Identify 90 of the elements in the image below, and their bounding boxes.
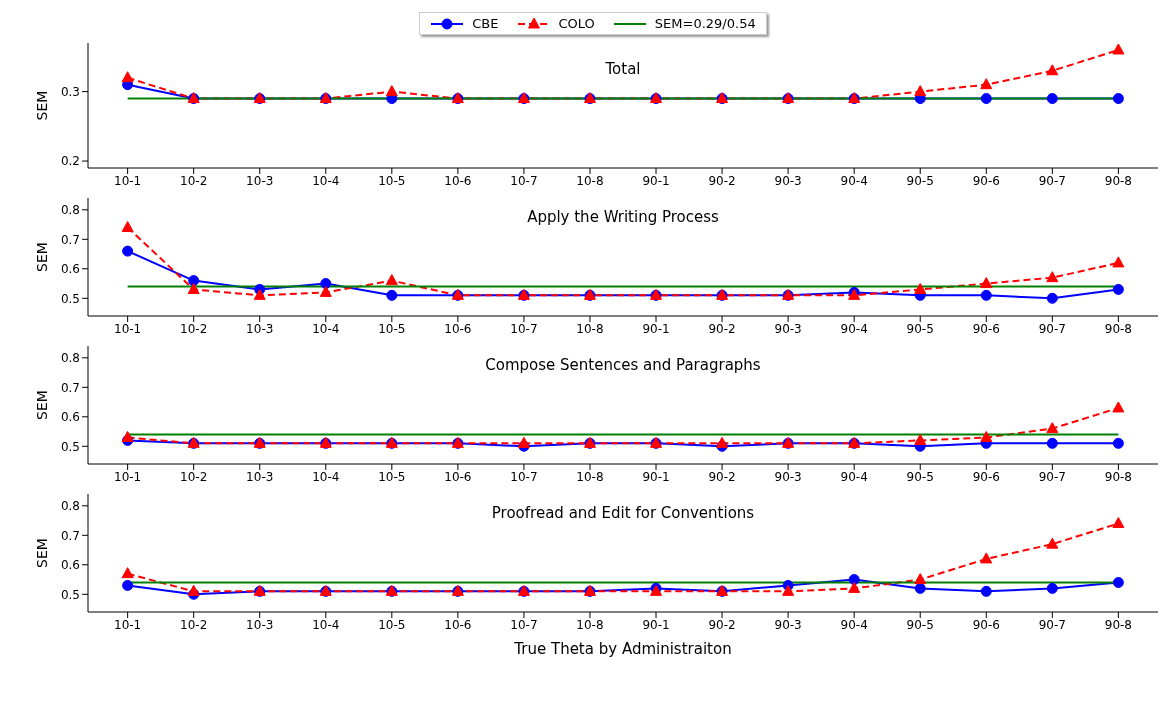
x-tick-label: 10-2 <box>180 469 208 484</box>
x-tick-label: 90-8 <box>1104 321 1132 336</box>
legend-label: COLO <box>558 16 595 31</box>
x-tick-label: 10-5 <box>378 469 406 484</box>
x-tick-label: 10-2 <box>180 173 208 188</box>
x-tick-label: 90-4 <box>840 617 868 632</box>
x-tick-label: 90-1 <box>642 321 670 336</box>
y-tick-label: 0.7 <box>60 380 80 395</box>
x-tick-label: 90-8 <box>1104 469 1132 484</box>
x-tick-label: 90-3 <box>774 617 802 632</box>
y-tick-label: 0.8 <box>60 499 80 514</box>
x-tick-label: 90-3 <box>774 321 802 336</box>
x-tick-label: 10-5 <box>378 173 406 188</box>
x-tick-label: 10-8 <box>576 469 604 484</box>
x-tick-label: 10-1 <box>114 321 142 336</box>
x-tick-label: 10-1 <box>114 469 142 484</box>
y-tick-label: 0.2 <box>60 154 80 169</box>
x-tick-label: 90-5 <box>906 321 934 336</box>
x-tick-label: 90-6 <box>972 173 1000 188</box>
x-tick-label: 10-3 <box>246 173 274 188</box>
y-tick-label: 0.6 <box>60 262 80 277</box>
x-tick-label: 10-7 <box>510 321 538 336</box>
x-tick-label: 10-8 <box>576 321 604 336</box>
x-tick-label: 10-3 <box>246 469 274 484</box>
x-tick-label: 90-5 <box>906 173 934 188</box>
x-tick-label: 10-5 <box>378 617 406 632</box>
x-tick-label: 10-5 <box>378 321 406 336</box>
x-tick-label: 10-8 <box>576 617 604 632</box>
x-tick-label: 90-2 <box>708 173 736 188</box>
x-tick-label: 90-7 <box>1038 617 1066 632</box>
x-tick-label: 10-1 <box>114 173 142 188</box>
x-tick-label: 10-6 <box>444 617 472 632</box>
x-tick-label: 90-4 <box>840 321 868 336</box>
x-tick-label: 10-8 <box>576 173 604 188</box>
y-tick-label: 0.5 <box>60 439 80 454</box>
x-axis-title: True Theta by Administraiton <box>513 640 732 658</box>
x-tick-label: 90-2 <box>708 321 736 336</box>
x-tick-label: 10-4 <box>312 321 340 336</box>
x-tick-label: 90-1 <box>642 469 670 484</box>
x-tick-label: 90-7 <box>1038 469 1066 484</box>
x-tick-label: 10-7 <box>510 173 538 188</box>
x-tick-label: 90-7 <box>1038 321 1066 336</box>
text: Proofread and Edit for Conventions <box>490 504 756 522</box>
x-tick-label: 90-4 <box>840 173 868 188</box>
x-tick-label: 10-3 <box>246 617 274 632</box>
x-tick-label: 10-7 <box>510 617 538 632</box>
x-tick-label: 90-1 <box>642 173 670 188</box>
x-tick-label: 10-3 <box>246 321 274 336</box>
y-axis-title: SEM <box>33 90 50 121</box>
y-tick-label: 0.6 <box>60 558 80 573</box>
y-tick-label: 0.8 <box>60 203 80 218</box>
text: Compose Sentences and Paragraphs <box>484 356 762 374</box>
x-tick-label: 10-2 <box>180 321 208 336</box>
x-tick-label: 10-4 <box>312 617 340 632</box>
x-tick-label: 10-4 <box>312 173 340 188</box>
x-tick-label: 10-6 <box>444 321 472 336</box>
x-tick-label: 90-2 <box>708 469 736 484</box>
x-tick-label: 90-6 <box>972 617 1000 632</box>
x-tick-label: 10-2 <box>180 617 208 632</box>
x-tick-label: 90-3 <box>774 469 802 484</box>
x-tick-label: 90-5 <box>906 469 934 484</box>
y-axis-title: SEM <box>33 242 50 272</box>
legend-label: SEM=0.29/0.54 <box>654 16 756 31</box>
x-tick-label: 90-6 <box>972 469 1000 484</box>
x-tick-label: 90-6 <box>972 321 1000 336</box>
x-tick-label: 90-5 <box>906 617 934 632</box>
y-tick-label: 0.5 <box>60 587 80 602</box>
x-tick-label: 10-4 <box>312 469 340 484</box>
x-tick-label: 90-7 <box>1038 173 1066 188</box>
x-tick-label: 10-6 <box>444 173 472 188</box>
y-axis-title: SEM <box>33 390 50 420</box>
x-tick-label: 90-2 <box>708 617 736 632</box>
x-tick-label: 90-1 <box>642 617 670 632</box>
x-tick-label: 10-7 <box>510 469 538 484</box>
text: Apply the Writing Process <box>526 208 720 226</box>
y-axis-title: SEM <box>33 538 50 568</box>
x-tick-label: 90-8 <box>1104 617 1132 632</box>
x-tick-label: 90-4 <box>840 469 868 484</box>
y-tick-label: 0.7 <box>60 232 80 247</box>
y-tick-label: 0.6 <box>60 410 80 425</box>
y-tick-label: 0.7 <box>60 528 80 543</box>
legend-label: CBE <box>472 16 499 31</box>
x-tick-label: 90-3 <box>774 173 802 188</box>
y-tick-label: 0.8 <box>60 351 80 366</box>
x-tick-label: 10-6 <box>444 469 472 484</box>
text: Total <box>604 60 642 78</box>
y-tick-label: 0.5 <box>60 291 80 306</box>
x-tick-label: 10-1 <box>114 617 142 632</box>
y-tick-label: 0.3 <box>60 84 80 99</box>
x-tick-label: 90-8 <box>1104 173 1132 188</box>
